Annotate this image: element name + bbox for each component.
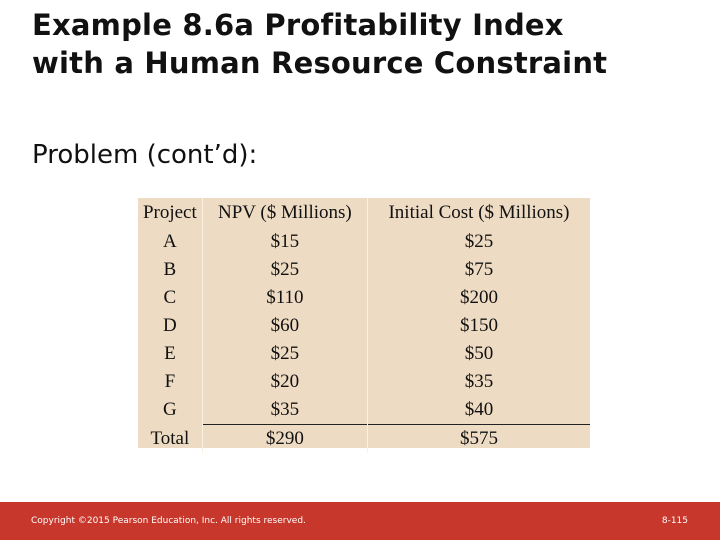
table-row: F $20 $35: [138, 368, 590, 396]
cell-npv: $35: [202, 396, 369, 425]
footer-bar: Copyright ©2015 Pearson Education, Inc. …: [0, 502, 720, 540]
cell-npv: $25: [202, 340, 369, 368]
header-npv: NPV ($ Millions): [202, 198, 369, 228]
cell-project: E: [138, 340, 203, 368]
table-total-row: Total $290 $575: [138, 424, 590, 453]
total-label: Total: [138, 424, 203, 453]
cell-npv: $110: [202, 284, 369, 312]
cell-initial-cost: $40: [464, 399, 494, 420]
slide-title: Example 8.6a Profitability Index with a …: [32, 6, 702, 82]
table-row: G $35 $40: [138, 396, 590, 425]
cell-npv: $20: [202, 368, 369, 396]
cell-project: A: [138, 228, 203, 256]
slide-title-line-2: with a Human Resource Constraint: [32, 46, 608, 80]
total-npv: $290: [202, 424, 369, 453]
cell-project: G: [138, 396, 203, 425]
cell-npv: $25: [202, 256, 369, 284]
data-table: Project NPV ($ Millions) Initial Cost ($…: [138, 198, 590, 453]
cell-project: D: [138, 312, 203, 340]
table-row: C $110 $200: [138, 284, 590, 312]
table-row: B $25 $75: [138, 256, 590, 284]
data-table-container: Project NPV ($ Millions) Initial Cost ($…: [138, 198, 590, 453]
header-initial-cost: Initial Cost ($ Millions): [388, 202, 570, 223]
slide-title-line-1: Example 8.6a Profitability Index: [32, 8, 564, 42]
table-row: D $60 $150: [138, 312, 590, 340]
cell-project: F: [138, 368, 203, 396]
cell-npv: $15: [202, 228, 369, 256]
cell-initial-cost: $50: [464, 343, 494, 364]
cell-initial-cost: $200: [460, 287, 498, 308]
cell-npv: $60: [202, 312, 369, 340]
header-project: Project: [138, 198, 203, 228]
cell-initial-cost: $150: [460, 315, 498, 336]
slide-subtitle: Problem (cont’d):: [32, 140, 258, 170]
page-number: 8-115: [661, 516, 688, 526]
table-header-row: Project NPV ($ Millions) Initial Cost ($…: [138, 198, 590, 228]
cell-initial-cost: $25: [464, 231, 494, 252]
table-row: A $15 $25: [138, 228, 590, 256]
cell-project: B: [138, 256, 203, 284]
table-row: E $25 $50: [138, 340, 590, 368]
cell-project: C: [138, 284, 203, 312]
cell-initial-cost: $35: [464, 371, 494, 392]
cell-initial-cost: $75: [464, 259, 494, 280]
copyright-notice: Copyright ©2015 Pearson Education, Inc. …: [31, 516, 306, 526]
total-initial-cost: $575: [367, 424, 590, 453]
